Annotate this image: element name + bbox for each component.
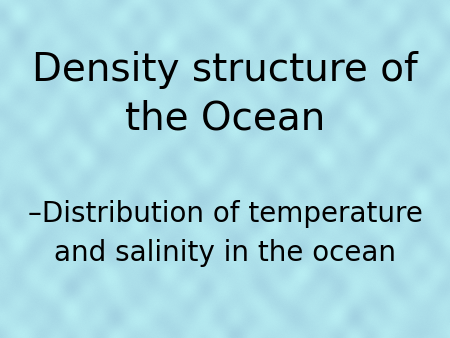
Text: –Distribution of temperature
and salinity in the ocean: –Distribution of temperature and salinit… — [27, 200, 423, 267]
Text: Density structure of
the Ocean: Density structure of the Ocean — [32, 51, 418, 138]
